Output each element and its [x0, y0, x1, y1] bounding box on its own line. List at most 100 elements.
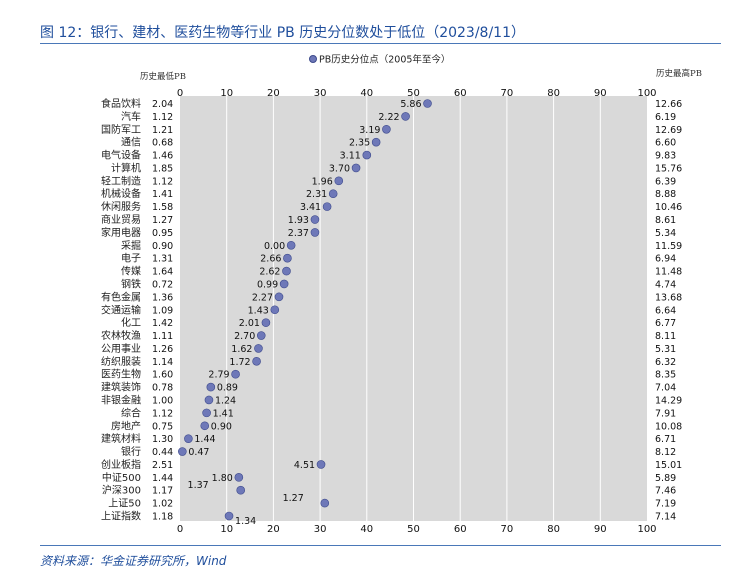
min-pb-label: 1.36	[152, 292, 173, 303]
current-pb-label: 1.72	[229, 357, 250, 368]
data-point	[382, 124, 391, 134]
current-pb-label: 1.27	[283, 493, 304, 504]
category-label: 有色金属	[101, 290, 141, 303]
data-point	[362, 150, 372, 160]
chart-row: 机械设备 1.41 8.88 2.31	[101, 187, 676, 200]
min-pb-label: 1.02	[152, 499, 173, 510]
top-tick-label: 40	[360, 88, 373, 99]
category-label: 中证500	[102, 471, 141, 484]
data-point	[282, 266, 291, 276]
min-pb-label: 1.12	[152, 112, 173, 123]
top-tick-label: 60	[454, 88, 467, 99]
current-pb-label: 2.27	[252, 292, 273, 303]
chart-row: 化工 1.42 6.77 2.01	[121, 316, 676, 329]
category-label: 商业贸易	[101, 213, 141, 226]
chart-row: 传媒 1.64 11.48 2.62	[121, 266, 682, 278]
chart-row: 通信 0.68 6.60 2.35	[121, 137, 676, 149]
data-point	[286, 240, 296, 250]
top-tick-label: 100	[637, 88, 656, 99]
category-label: 休闲服务	[101, 200, 141, 213]
category-label: 食品饮料	[101, 97, 141, 110]
min-pb-label: 1.46	[152, 151, 173, 162]
data-point	[200, 421, 210, 431]
current-pb-label: 0.90	[211, 421, 232, 432]
max-pb-label: 8.12	[655, 447, 676, 458]
max-pb-label: 6.77	[655, 318, 676, 329]
max-pb-label: 10.46	[655, 202, 682, 213]
max-pb-label: 11.48	[655, 267, 682, 278]
chart-row: 中证500 1.44 5.89 1.80	[102, 471, 676, 484]
max-pb-label: 6.39	[655, 176, 676, 187]
current-pb-label: 0.89	[217, 383, 238, 394]
data-point	[270, 305, 280, 315]
category-label: 农林牧渔	[101, 329, 141, 342]
chart-rows: 食品饮料 2.04 12.66 5.86 汽车 1.12 6.19 2.22 国防军工 1.21 1…	[101, 97, 682, 527]
category-label: 上证指数	[101, 510, 141, 523]
category-label: 上证50	[108, 498, 141, 510]
min-pb-label: 1.17	[152, 486, 173, 497]
top-tick-label: 50	[407, 88, 420, 99]
min-pb-label: 1.11	[152, 331, 173, 342]
max-pb-label: 5.89	[655, 473, 676, 484]
current-pb-label: 0.99	[257, 279, 278, 290]
max-pb-label: 6.19	[655, 112, 676, 123]
max-pb-label: 12.66	[655, 99, 682, 110]
data-point	[274, 292, 284, 302]
chart-row: 采掘 0.90 11.59 0.00	[121, 239, 682, 252]
bottom-tick-label: 80	[547, 524, 560, 535]
data-point	[371, 137, 381, 147]
min-pb-label: 1.31	[152, 254, 173, 265]
min-pb-label: 2.51	[152, 460, 173, 471]
data-point	[328, 189, 338, 199]
data-point	[279, 279, 289, 289]
current-pb-label: 2.01	[239, 318, 260, 329]
data-point	[224, 511, 234, 521]
data-point	[206, 382, 216, 392]
data-point	[322, 202, 332, 211]
top-tick-label: 30	[314, 88, 327, 99]
data-point	[316, 460, 326, 469]
min-pb-label: 1.12	[152, 408, 173, 419]
min-pb-label: 1.30	[152, 434, 173, 445]
current-pb-label: 3.41	[300, 202, 321, 213]
min-pb-label: 0.72	[152, 279, 173, 290]
chart-row: 创业板指 2.51 15.01 4.51	[101, 458, 682, 471]
max-pb-label: 11.59	[655, 241, 682, 252]
category-label: 房地产	[111, 419, 141, 432]
data-point	[423, 99, 432, 108]
data-point	[231, 369, 240, 379]
chart-row: 银行 0.44 8.12 0.47	[121, 445, 676, 458]
chart-row: 电气设备 1.46 9.83 3.11	[101, 149, 676, 162]
min-pb-label: 0.78	[152, 383, 173, 394]
data-point	[283, 253, 292, 263]
category-label: 创业板指	[101, 458, 141, 471]
current-pb-label: 1.41	[213, 408, 234, 419]
top-tick-label: 90	[594, 88, 607, 99]
category-label: 化工	[121, 316, 141, 329]
category-label: 机械设备	[101, 187, 141, 200]
bottom-tick-label: 90	[594, 524, 607, 535]
category-label: 轻工制造	[101, 174, 141, 187]
category-label: 建筑装饰	[101, 381, 141, 394]
current-pb-label: 2.31	[306, 189, 327, 200]
data-point	[178, 447, 187, 456]
category-label: 家用电器	[101, 226, 141, 239]
data-point	[351, 163, 361, 173]
current-pb-label: 0.00	[264, 241, 285, 252]
legend: PB历史分位点（2005年至今）	[309, 54, 450, 66]
chart-row: 纺织服装 1.14 6.32 1.72	[101, 355, 676, 368]
max-pb-label: 6.94	[655, 254, 676, 265]
current-pb-label: 2.66	[260, 254, 281, 265]
data-point	[401, 112, 410, 121]
max-pb-label: 5.31	[655, 344, 676, 355]
current-pb-label: 0.47	[188, 447, 209, 458]
current-pb-label: 3.11	[340, 151, 361, 162]
category-label: 国防军工	[101, 123, 141, 136]
chart-row: 沪深300 1.17 7.46 1.37	[102, 480, 676, 497]
chart-row: 电子 1.31 6.94 2.66	[121, 252, 676, 265]
chart-row: 钢铁 0.72 4.74 0.99	[121, 277, 676, 290]
current-pb-label: 2.79	[208, 370, 229, 381]
min-pb-label: 1.42	[152, 318, 173, 329]
max-pb-label: 7.14	[655, 512, 676, 523]
min-pb-label: 1.00	[152, 395, 173, 406]
